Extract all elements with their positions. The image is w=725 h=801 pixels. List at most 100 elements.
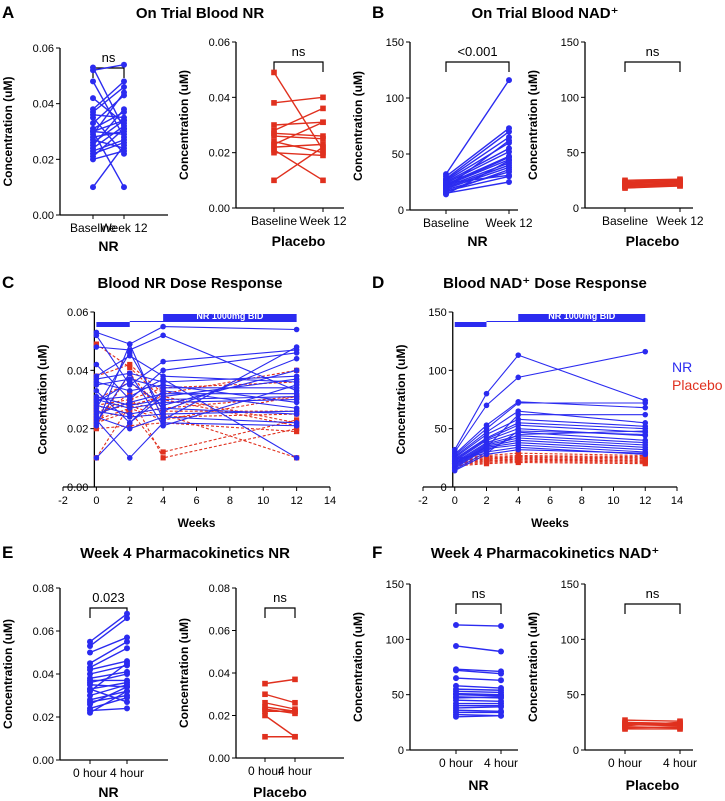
x-tick-label: 10: [607, 495, 619, 507]
x-tick-label: Week 12: [299, 214, 346, 228]
panel-label-b: B: [372, 3, 384, 22]
x-tick-label: 12: [291, 495, 303, 507]
subject-line: [455, 668, 502, 673]
data-point: [292, 708, 298, 715]
data-point: [320, 94, 326, 101]
data-point: [320, 119, 326, 126]
y-tick-label: 0: [398, 745, 404, 757]
dose-bar-label: NR 1000mg BID: [548, 311, 616, 321]
data-point: [262, 691, 268, 698]
data-point: [498, 623, 504, 630]
subject-line: [445, 79, 510, 175]
panel-label-a: A: [2, 3, 14, 22]
subject-line: [445, 151, 510, 184]
data-point: [124, 638, 130, 645]
data-point: [271, 177, 277, 184]
charts-layer: 0.00 0.02 0.04 0.06 Concentration (uM) Baseli…: [1, 37, 704, 800]
y-tick-label: 0.04: [209, 668, 230, 680]
nr-subject-line: [96, 334, 297, 392]
data-point: [124, 645, 130, 652]
placebo-point: [642, 458, 648, 464]
dose-bar: [96, 314, 297, 327]
nr-point: [483, 390, 490, 397]
x-tick-label: 4 hour: [278, 764, 312, 778]
nr-point: [515, 400, 522, 406]
nr-subject-line: [95, 351, 297, 412]
group-label: Placebo: [253, 784, 307, 800]
nr-point: [126, 425, 133, 432]
data-point: [506, 179, 512, 185]
x-tick-label: 4 hour: [110, 766, 144, 780]
significance-label: ns: [646, 44, 660, 59]
chart-a-nr: 0.00 0.02 0.04 0.06 Concentration (uM) Baseli…: [1, 43, 168, 254]
x-axis-label: Weeks: [531, 516, 569, 530]
subject-line: [92, 64, 125, 71]
y-tick-label: 150: [386, 579, 404, 591]
subject-line: [89, 660, 128, 671]
data-point: [498, 693, 504, 700]
nr-point: [515, 446, 522, 453]
placebo-point: [515, 456, 521, 462]
significance-bracket: [455, 603, 502, 614]
panel-title-e: Week 4 Pharmacokinetics NR: [80, 545, 290, 562]
subject-line: [624, 182, 681, 187]
y-tick-label: 100: [386, 634, 404, 646]
subject-line: [92, 97, 125, 124]
subject-line: [89, 617, 128, 647]
nr-subject-line: [96, 372, 297, 383]
subject-line: [89, 647, 128, 669]
subject-line: [445, 156, 510, 186]
nr-point: [160, 323, 166, 330]
nr-subject-line: [454, 442, 646, 468]
nr-subject-line: [96, 410, 297, 418]
subject-line: [89, 664, 128, 675]
nr-subject-line: [95, 335, 297, 386]
nr-point: [126, 405, 133, 412]
nr-point: [515, 411, 522, 418]
nr-point: [126, 370, 133, 377]
data-point: [506, 154, 512, 161]
subject-line: [89, 636, 128, 654]
chart-f-placebo: 0 50 100 150 Concentration (uM) 0 hour 4 hour P…: [526, 579, 697, 793]
y-tick-label: 50: [392, 690, 404, 702]
data-point: [677, 719, 683, 726]
nr-subject-line: [454, 354, 646, 450]
subject-line: [445, 131, 510, 180]
nr-subject-line: [454, 418, 646, 459]
panel-label-c: C: [2, 273, 14, 292]
subject-line: [92, 92, 125, 135]
nr-point: [93, 382, 100, 388]
placebo-subject-line: [95, 396, 297, 459]
data-point: [87, 709, 93, 716]
data-point: [124, 698, 130, 705]
data-point: [90, 114, 96, 121]
y-tick-label: 100: [386, 93, 404, 105]
chart-f-nr: 0 50 100 150 Concentration (uM) 0 hour 4 hour N…: [351, 579, 518, 793]
y-tick-label: 150: [386, 37, 404, 49]
nr-subject-line: [454, 431, 646, 463]
data-point: [453, 713, 459, 720]
y-tick-label: 0.04: [209, 92, 230, 104]
subject-line: [92, 125, 125, 149]
data-point: [262, 708, 268, 715]
nr-subject-line: [454, 449, 646, 472]
y-axis-label: Concentration (uM): [1, 77, 15, 187]
data-point: [124, 634, 130, 641]
data-point: [443, 184, 449, 191]
data-point: [87, 671, 93, 677]
data-point: [506, 77, 512, 84]
nr-subject-line: [454, 428, 646, 462]
y-tick-label: 0.06: [209, 37, 230, 49]
subject-line: [455, 688, 502, 691]
data-point: [90, 156, 96, 163]
x-tick-label: Week 12: [485, 216, 532, 230]
placebo-point: [127, 423, 133, 429]
placebo-point: [160, 455, 166, 461]
nr-subject-line: [454, 351, 646, 453]
y-tick-label: 0.06: [33, 43, 54, 55]
data-point: [121, 125, 127, 132]
subject-line: [92, 119, 125, 133]
subject-line: [273, 140, 324, 154]
y-tick-label: 0.02: [209, 711, 230, 723]
